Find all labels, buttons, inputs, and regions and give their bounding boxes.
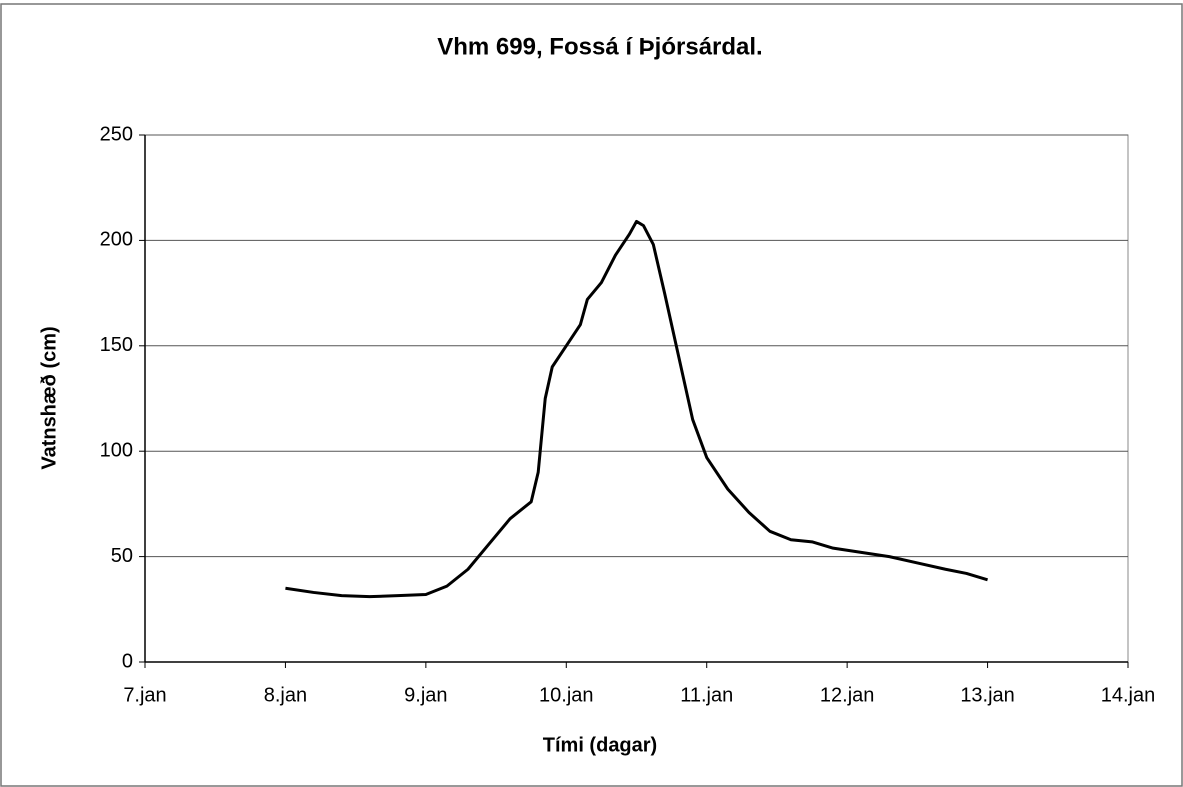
plot-area	[144, 134, 1129, 663]
y-tick-label: 0	[122, 650, 133, 672]
y-tick-label: 100	[100, 439, 133, 461]
y-tick-label: 200	[100, 229, 133, 251]
x-tick-label: 14.jan	[1101, 684, 1156, 706]
chart-title: Vhm 699, Fossá í Þjórsárdal.	[437, 33, 762, 60]
x-tick-label: 13.jan	[960, 684, 1015, 706]
y-tick-label: 50	[111, 545, 133, 567]
x-tick-label: 9.jan	[404, 684, 447, 706]
x-tick-label: 7.jan	[123, 684, 166, 706]
chart-frame	[0, 3, 1183, 787]
y-axis-label: Vatnshæð (cm)	[38, 326, 60, 469]
x-tick-label: 11.jan	[680, 684, 733, 706]
line-series	[285, 219, 989, 599]
x-axis-label: Tími (dagar)	[543, 734, 657, 756]
x-tick-label: 12.jan	[820, 684, 875, 706]
x-tick-label: 10.jan	[539, 684, 594, 706]
x-tick-label: 8.jan	[264, 684, 307, 706]
y-tick-label: 150	[100, 334, 133, 356]
y-tick-label: 250	[100, 123, 133, 145]
